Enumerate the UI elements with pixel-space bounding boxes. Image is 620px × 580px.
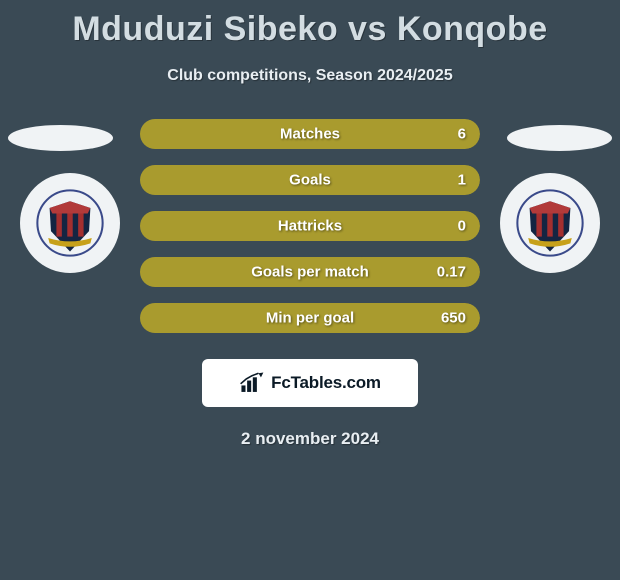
stat-bar: Min per goal 650 (140, 303, 480, 333)
stat-label: Goals per match (251, 264, 369, 281)
player-right-shadow (507, 125, 612, 151)
page-title: Mduduzi Sibeko vs Konqobe (0, 0, 620, 49)
stat-value-right: 1 (458, 172, 466, 189)
stat-label: Goals (289, 172, 331, 189)
stat-label: Min per goal (266, 310, 354, 327)
stat-bar: Matches 6 (140, 119, 480, 149)
club-badge-right (500, 173, 600, 273)
stat-value-right: 650 (441, 310, 466, 327)
shield-icon (516, 189, 584, 257)
stat-bar: Hattricks 0 (140, 211, 480, 241)
stat-value-right: 0.17 (437, 264, 466, 281)
comparison-arena: Matches 6 Goals 1 Hattricks 0 Goals per match 0… (0, 115, 620, 345)
brand-chart-icon (239, 372, 265, 394)
club-badge-left (20, 173, 120, 273)
stat-value-right: 0 (458, 218, 466, 235)
stat-label: Matches (280, 126, 340, 143)
stat-bars: Matches 6 Goals 1 Hattricks 0 Goals per match 0… (140, 119, 480, 349)
stat-label: Hattricks (278, 218, 342, 235)
shield-icon (36, 189, 104, 257)
subtitle: Club competitions, Season 2024/2025 (0, 67, 620, 85)
stat-bar: Goals per match 0.17 (140, 257, 480, 287)
stat-bar: Goals 1 (140, 165, 480, 195)
player-left-shadow (8, 125, 113, 151)
brand-box: FcTables.com (202, 359, 418, 407)
footer-date: 2 november 2024 (0, 429, 620, 449)
stat-value-right: 6 (458, 126, 466, 143)
brand-text: FcTables.com (271, 373, 381, 393)
